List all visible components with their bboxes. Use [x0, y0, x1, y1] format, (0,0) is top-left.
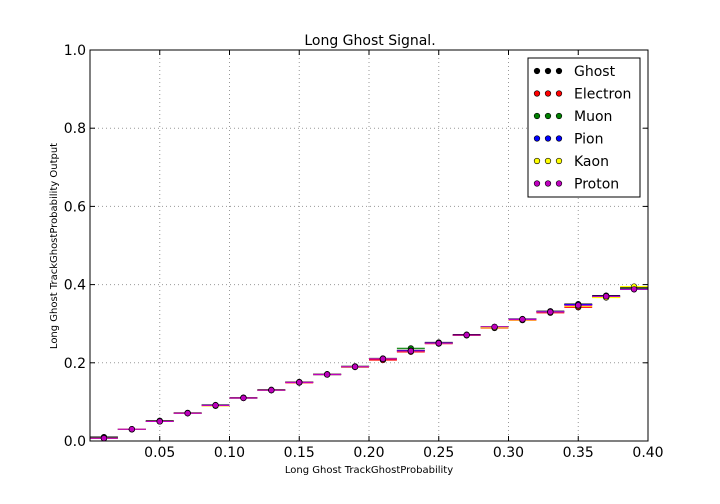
legend-label-kaon: Kaon	[574, 154, 609, 170]
point-proton-1	[128, 426, 135, 433]
axis-ticks: 0.05 0.10 0.15 0.20 0.25 0.30 0.35 0.40 0.0 0.2 0.…	[64, 43, 664, 461]
point-proton-8	[324, 371, 331, 378]
data-points	[100, 283, 638, 442]
legend-marker-proton-1	[544, 180, 552, 187]
point-proton-9	[351, 363, 359, 370]
point-proton-17	[575, 302, 582, 309]
legend-marker-electron-1	[544, 90, 552, 97]
legend-label-muon: Muon	[574, 109, 612, 125]
legend-marker-pion-0	[533, 135, 541, 142]
legend: Ghost Electron Muon Pion Kaon Proton	[527, 57, 641, 198]
legend-marker-pion-1	[544, 135, 552, 142]
point-proton-0	[100, 435, 108, 442]
point-proton-19	[630, 286, 638, 293]
point-proton-6	[268, 387, 275, 394]
legend-marker-proton-0	[533, 180, 541, 187]
legend-marker-ghost-2	[555, 67, 563, 75]
legend-marker-muon-2	[555, 112, 563, 120]
legend-marker-kaon-2	[555, 157, 563, 165]
legend-label-proton: Proton	[574, 177, 619, 193]
point-proton-7	[296, 379, 303, 386]
legend-marker-electron-2	[555, 90, 563, 97]
point-proton-3	[184, 410, 191, 417]
x-tick-label-4: 0.25	[423, 445, 454, 461]
point-proton-5	[240, 394, 247, 402]
legend-marker-pion-2	[555, 135, 563, 142]
legend-marker-muon-0	[533, 112, 541, 120]
legend-marker-ghost-0	[533, 67, 541, 75]
legend-label-pion: Pion	[574, 132, 603, 148]
point-proton-12	[435, 340, 442, 347]
point-proton-15	[519, 316, 526, 323]
y-axis-label: Long Ghost TrackGhostProbability Output	[49, 143, 60, 349]
y-tick-label-2: 0.4	[64, 278, 86, 294]
y-tick-label-3: 0.6	[64, 199, 86, 215]
x-axis-label: Long Ghost TrackGhostProbability	[285, 465, 453, 476]
legend-label-electron: Electron	[574, 87, 631, 103]
y-tick-label-1: 0.2	[64, 356, 86, 372]
x-tick-label-0: 0.05	[144, 445, 175, 461]
legend-marker-kaon-0	[533, 157, 541, 165]
legend-marker-proton-2	[555, 180, 563, 187]
y-tick-label-0: 0.0	[64, 434, 86, 450]
legend-label-ghost: Ghost	[574, 64, 616, 80]
legend-marker-electron-0	[533, 90, 541, 97]
point-proton-13	[463, 331, 470, 339]
x-tick-label-7: 0.40	[632, 445, 663, 461]
legend-marker-kaon-1	[544, 157, 552, 165]
point-proton-11	[407, 347, 414, 355]
x-tick-label-2: 0.15	[284, 445, 315, 461]
legend-marker-muon-1	[544, 112, 552, 120]
y-tick-label-5: 1.0	[64, 43, 86, 59]
x-tick-label-5: 0.30	[493, 445, 524, 461]
y-tick-label-4: 0.8	[64, 121, 86, 137]
point-proton-4	[212, 402, 219, 409]
point-proton-2	[156, 418, 163, 425]
legend-box	[527, 57, 641, 198]
point-proton-18	[603, 293, 610, 300]
legend-marker-ghost-1	[544, 67, 552, 75]
point-proton-10	[379, 355, 387, 362]
point-proton-14	[491, 323, 498, 330]
point-proton-16	[547, 308, 554, 316]
x-tick-label-3: 0.20	[353, 445, 384, 461]
chart-title: Long Ghost Signal.	[304, 33, 435, 49]
x-tick-label-6: 0.35	[563, 445, 594, 461]
x-tick-label-1: 0.10	[214, 445, 245, 461]
